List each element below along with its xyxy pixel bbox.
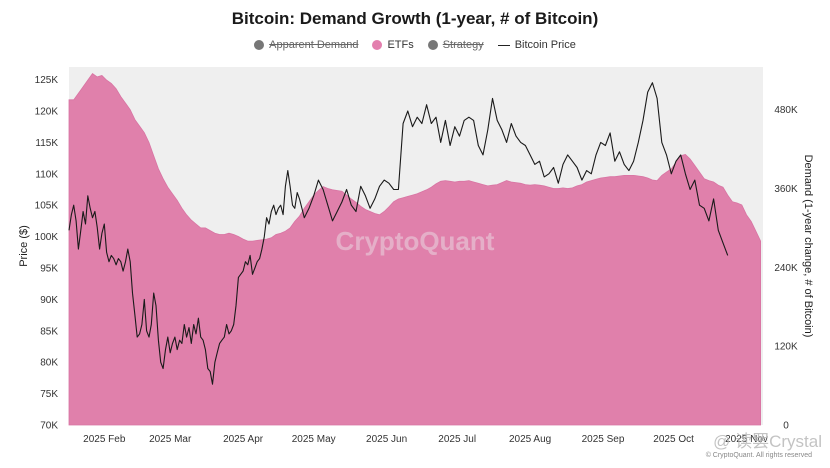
legend-label: Strategy (442, 39, 484, 51)
y-left-tick-label: 105K (35, 201, 59, 212)
legend-item-strategy[interactable]: Strategy (427, 39, 484, 51)
x-tick-label: 2025 Oct (653, 434, 694, 445)
legend-label: ETFs (387, 39, 414, 51)
y-right-tick-label: 0 (783, 421, 789, 432)
strategy-dot-icon (427, 40, 438, 50)
copyright-text: © CryptoQuant. All rights reserved (706, 451, 812, 459)
y-right-tick-label: 240K (774, 263, 798, 274)
chart-title: Bitcoin: Demand Growth (1-year, # of Bit… (231, 9, 599, 28)
x-tick-label: 2025 Jun (366, 434, 407, 445)
apparent-demand-dot-icon (254, 40, 265, 50)
line-legend-icon (497, 44, 510, 46)
y-left-tick-label: 90K (40, 295, 58, 306)
y-axis-right-label: Demand (1-year change, # of Bitcoin) (802, 155, 814, 338)
x-tick-label: 2025 Feb (83, 434, 126, 445)
legend-label: Apparent Demand (269, 39, 359, 51)
x-tick-label: 2025 Mar (149, 434, 192, 445)
y-right-tick-label: 360K (774, 184, 798, 195)
x-tick-label: 2025 May (292, 434, 336, 445)
left-axis-ticks: 70K 75K 80K 85K 90K 95K 100K 105K 110K 115K 120K 12… (35, 75, 59, 431)
corner-watermark: @ 读罢Crystal (713, 432, 822, 451)
bitcoin-price-line (68, 82, 729, 385)
x-tick-label: 2025 Nov (725, 434, 768, 445)
y-left-tick-label: 100K (35, 232, 59, 243)
y-left-tick-label: 115K (35, 138, 58, 149)
y-right-tick-label: 120K (774, 342, 798, 353)
y-left-tick-label: 110K (35, 169, 58, 180)
y-left-tick-label: 85K (40, 326, 58, 337)
y-axis-left-label: Price ($) (18, 225, 30, 267)
y-left-tick-label: 120K (35, 107, 59, 118)
legend: Apparent Demand ETFs Strategy Bitcoin Pr… (0, 39, 830, 51)
x-axis-ticks: 2025 Feb 2025 Mar 2025 Apr 2025 May 2025 Jun… (83, 434, 768, 445)
etfs-dot-icon (372, 40, 383, 50)
legend-item-bitcoin-price[interactable]: Bitcoin Price (497, 39, 576, 51)
right-axis-ticks: 0 120K 240K 360K 480K (774, 105, 798, 431)
y-left-tick-label: 70K (40, 421, 58, 432)
y-right-tick-label: 480K (774, 105, 798, 116)
y-left-tick-label: 95K (40, 264, 58, 275)
y-left-tick-label: 80K (40, 358, 58, 369)
legend-item-etfs[interactable]: ETFs (372, 39, 414, 51)
legend-item-apparent-demand[interactable]: Apparent Demand (254, 39, 358, 51)
x-tick-label: 2025 Apr (223, 434, 264, 445)
watermark: CryptoQuant (336, 226, 495, 256)
etf-area-layer (68, 73, 761, 426)
etf-area (68, 73, 761, 426)
x-tick-label: 2025 Sep (582, 434, 625, 445)
legend-label: Bitcoin Price (514, 39, 576, 51)
x-tick-label: 2025 Jul (438, 434, 476, 445)
y-left-tick-label: 75K (40, 389, 58, 400)
x-tick-label: 2025 Aug (509, 434, 551, 445)
price-line-layer (68, 82, 729, 385)
y-left-tick-label: 125K (35, 75, 59, 86)
